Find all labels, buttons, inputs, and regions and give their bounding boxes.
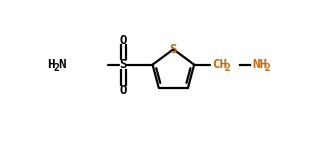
Text: O: O bbox=[119, 84, 127, 97]
Text: O: O bbox=[119, 34, 127, 47]
Text: S: S bbox=[169, 43, 177, 56]
Text: H: H bbox=[47, 58, 55, 71]
Text: N: N bbox=[58, 58, 65, 71]
Text: S: S bbox=[119, 58, 127, 71]
Text: 2: 2 bbox=[53, 63, 59, 73]
Text: 2: 2 bbox=[264, 63, 270, 73]
Text: 2: 2 bbox=[224, 63, 230, 73]
Text: CH: CH bbox=[212, 58, 227, 71]
Text: NH: NH bbox=[252, 58, 267, 71]
